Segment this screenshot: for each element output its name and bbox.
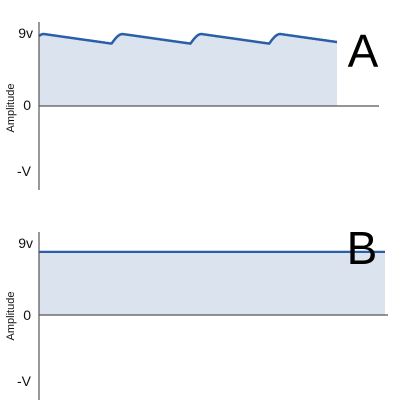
- panel-b-ytick-bottom: -V: [17, 373, 32, 389]
- panel-a-ripple-line: [38, 32, 338, 45]
- panel-a-ytick-top: 9v: [18, 25, 33, 41]
- panel-a-letter: A: [348, 25, 379, 77]
- panel-a: 9v 0 -V Amplitude A: [5, 22, 379, 190]
- panel-a-y-label: Amplitude: [5, 84, 17, 133]
- panel-b-ytick-top: 9v: [18, 235, 33, 251]
- panel-b: 9v 0 -V Amplitude B: [5, 222, 388, 400]
- panel-a-ytick-zero: 0: [23, 97, 31, 113]
- panel-a-ytick-bottom: -V: [17, 163, 32, 179]
- panel-b-letter: B: [347, 222, 378, 274]
- panel-b-y-label: Amplitude: [5, 292, 17, 341]
- panel-b-area-fill: [39, 251, 385, 315]
- panel-b-ytick-zero: 0: [23, 307, 31, 323]
- panel-a-area-fill: [39, 34, 337, 106]
